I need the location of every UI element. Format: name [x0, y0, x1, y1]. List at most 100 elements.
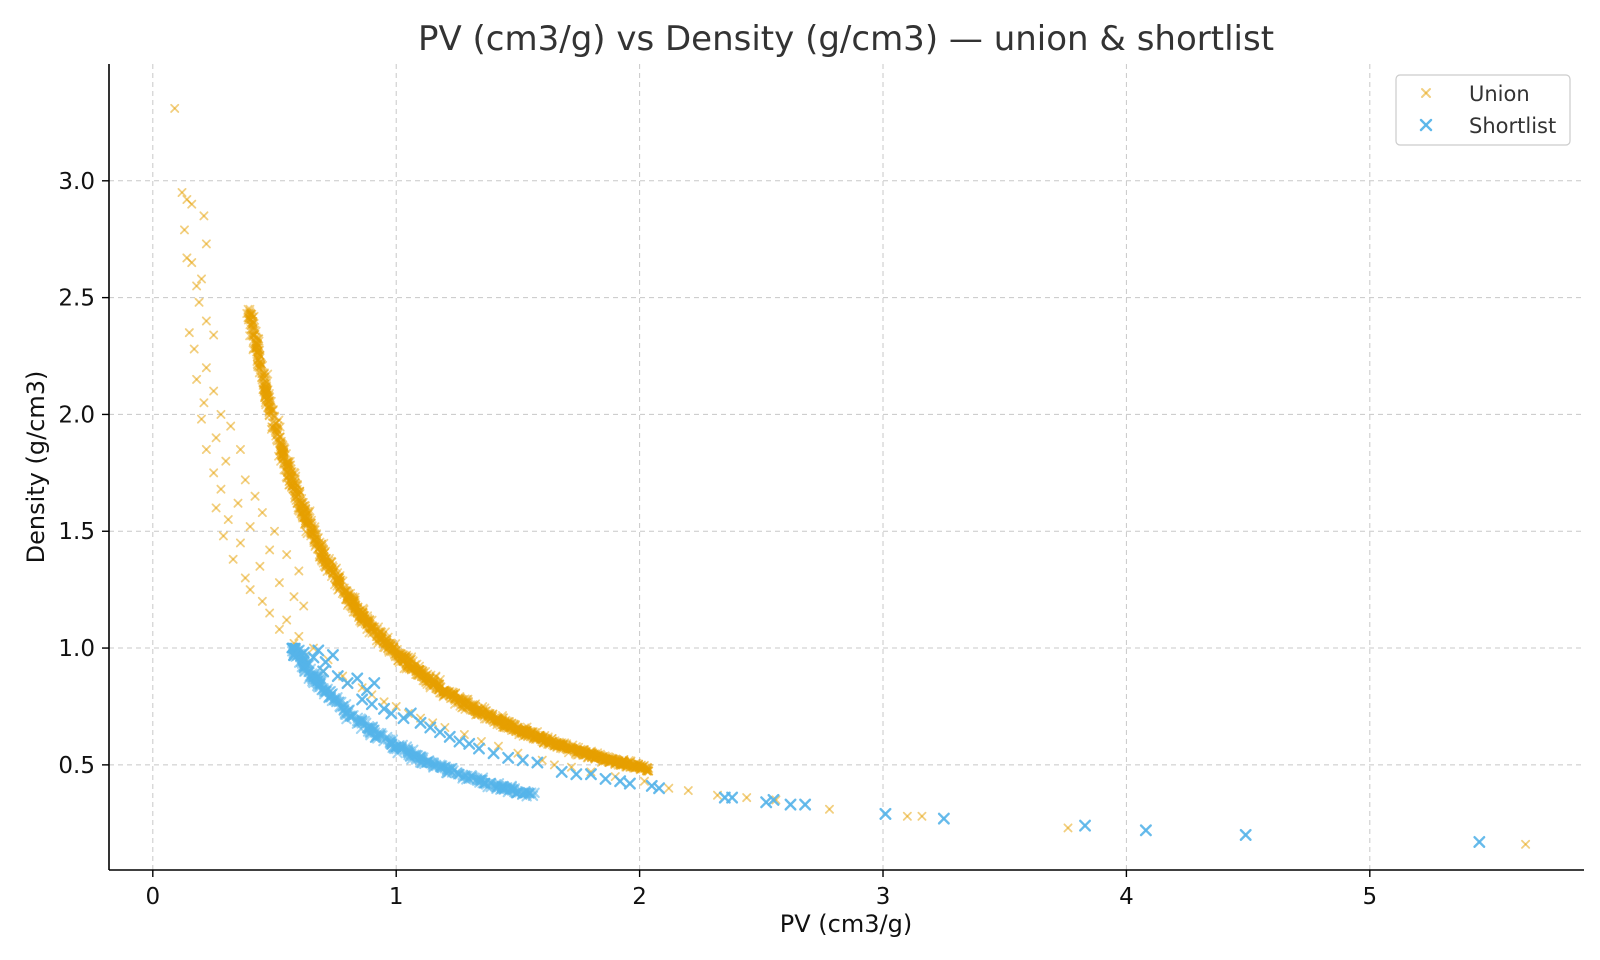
- shortlist-point: [331, 670, 344, 683]
- y-tick-label: 1.5: [58, 519, 95, 545]
- union-point: [577, 749, 587, 759]
- union-point: [575, 746, 585, 756]
- union-point: [291, 495, 301, 505]
- union-point: [558, 742, 568, 752]
- union-point: [375, 632, 385, 642]
- union-point: [218, 531, 228, 541]
- union-point: [547, 736, 557, 746]
- union-point: [609, 755, 619, 765]
- union-point: [572, 746, 582, 756]
- union-point: [552, 739, 562, 749]
- union-point: [301, 512, 311, 522]
- union-point: [274, 578, 284, 588]
- union-point: [342, 586, 352, 596]
- union-point: [574, 747, 584, 757]
- union-point: [268, 406, 278, 416]
- union-point: [288, 481, 298, 491]
- union-point: [471, 699, 481, 709]
- union-point: [471, 702, 481, 712]
- union-point: [334, 573, 344, 583]
- union-point: [570, 749, 580, 759]
- union-point: [589, 750, 599, 760]
- union-point: [539, 737, 549, 747]
- union-point: [357, 612, 367, 622]
- union-point: [320, 555, 330, 565]
- shortlist-point: [368, 677, 381, 690]
- union-point: [184, 328, 194, 338]
- union-point: [462, 702, 472, 712]
- union-point: [469, 701, 479, 711]
- union-point: [399, 650, 409, 660]
- union-point: [257, 508, 267, 518]
- union-point: [196, 274, 206, 284]
- union-point: [411, 666, 421, 676]
- union-point: [519, 727, 529, 737]
- union-point: [332, 576, 342, 586]
- union-point: [507, 718, 517, 728]
- union-point: [397, 654, 407, 664]
- union-point: [476, 710, 486, 720]
- union-point: [532, 734, 542, 744]
- union-point: [449, 694, 459, 704]
- x-axis-label: PV (cm3/g): [780, 910, 912, 938]
- union-point: [604, 758, 614, 768]
- union-point: [472, 707, 482, 717]
- union-point: [272, 428, 282, 438]
- union-point: [400, 652, 410, 662]
- union-point: [275, 422, 285, 432]
- union-point: [530, 734, 540, 744]
- union-point: [555, 741, 565, 751]
- shortlist-point: [326, 649, 339, 662]
- union-point: [364, 617, 374, 627]
- union-point: [384, 641, 394, 651]
- union-point: [396, 649, 406, 659]
- union-point: [432, 681, 442, 691]
- union-point: [288, 478, 298, 488]
- union-point: [252, 359, 262, 369]
- union-point: [315, 537, 325, 547]
- union-point: [485, 710, 495, 720]
- union-point: [223, 515, 233, 525]
- union-point: [240, 573, 250, 583]
- union-point: [588, 748, 598, 758]
- union-point: [504, 719, 514, 729]
- union-point: [322, 553, 332, 563]
- union-point: [574, 746, 584, 756]
- union-point: [187, 258, 197, 268]
- union-point: [523, 730, 533, 740]
- union-point: [246, 320, 256, 330]
- union-point: [265, 545, 275, 555]
- union-point: [508, 725, 518, 735]
- union-point: [260, 382, 270, 392]
- union-point: [471, 707, 481, 717]
- union-point: [411, 666, 421, 676]
- union-point: [377, 634, 387, 644]
- union-point: [586, 749, 596, 759]
- union-point: [379, 697, 389, 707]
- union-point: [327, 565, 337, 575]
- union-point: [318, 553, 328, 563]
- union-point: [327, 557, 337, 567]
- y-tick-label: 0.5: [58, 753, 95, 779]
- union-point: [510, 725, 520, 735]
- union-point: [277, 450, 287, 460]
- union-point: [542, 735, 552, 745]
- union-point: [371, 636, 381, 646]
- union-point: [581, 747, 591, 757]
- union-point: [308, 525, 318, 535]
- union-point: [257, 375, 267, 385]
- union-point: [630, 763, 640, 773]
- union-point: [348, 592, 358, 602]
- union-point: [543, 738, 553, 748]
- union-point: [507, 723, 517, 733]
- union-point: [277, 451, 287, 461]
- union-point: [177, 187, 187, 197]
- union-point: [410, 663, 420, 673]
- shortlist-point: [463, 737, 476, 750]
- union-point: [291, 471, 301, 481]
- union-point: [391, 647, 401, 657]
- union-point: [478, 702, 488, 712]
- union-point: [417, 667, 427, 677]
- union-point: [374, 630, 384, 640]
- union-point: [628, 759, 638, 769]
